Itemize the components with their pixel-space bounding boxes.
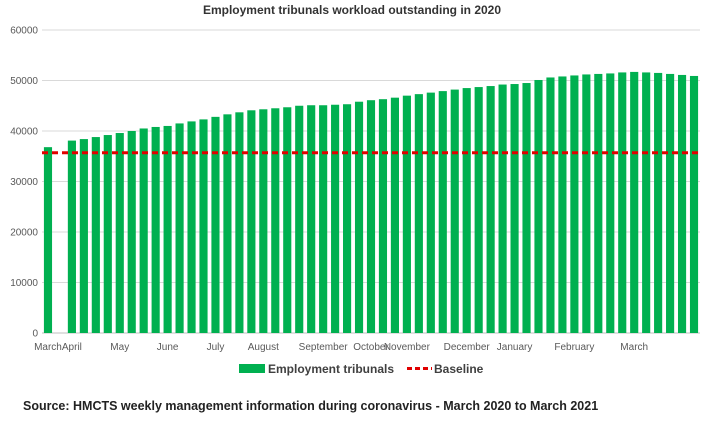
x-tick-label: January: [497, 342, 533, 353]
x-tick-label: February: [554, 342, 594, 353]
bar: [139, 128, 148, 333]
source-note: Source: HMCTS weekly management informat…: [23, 399, 599, 413]
bar: [187, 121, 196, 333]
y-tick-label: 10000: [10, 278, 38, 289]
bar: [474, 87, 483, 333]
bar: [354, 101, 364, 334]
x-tick-label: November: [384, 342, 431, 353]
x-tick-label: March: [34, 342, 62, 353]
y-tick-label: 0: [32, 329, 38, 340]
bar: [283, 107, 292, 333]
bar: [594, 73, 603, 333]
bar: [498, 84, 507, 333]
bar: [438, 91, 447, 333]
bar: [414, 94, 423, 333]
bar: [426, 92, 435, 334]
x-tick-label: October: [353, 342, 389, 353]
bar: [163, 125, 172, 333]
x-tick-label: August: [248, 342, 279, 353]
bar: [570, 75, 579, 333]
bar: [103, 135, 112, 333]
y-tick-label: 40000: [10, 127, 38, 138]
bar: [582, 74, 591, 333]
bar: [689, 75, 699, 333]
bar: [666, 73, 675, 333]
legend-label-employment-tribunals: Employment tribunals: [268, 362, 394, 376]
y-axis-tick-labels: 0 10000 20000 30000 40000 50000 60000: [10, 26, 38, 340]
bar: [175, 123, 184, 333]
bar: [295, 105, 304, 333]
bar: [558, 76, 567, 334]
y-tick-label: 20000: [10, 228, 38, 239]
bar: [223, 114, 232, 334]
bar: [510, 84, 519, 333]
bar: [630, 71, 639, 333]
y-tick-label: 60000: [10, 26, 38, 37]
chart-title: Employment tribunals workload outstandin…: [203, 3, 501, 17]
legend-swatch-employment-tribunals: [239, 364, 265, 373]
bar: [654, 72, 663, 334]
bar: [271, 108, 280, 334]
bar: [546, 77, 555, 333]
bar: [390, 97, 399, 333]
bar-series-employment-tribunals: [43, 71, 699, 334]
bar: [67, 140, 76, 333]
bar: [366, 100, 376, 333]
chart: Employment tribunals workload outstandin…: [10, 3, 700, 376]
x-axis-tick-labels: March April May June July August September Octo…: [34, 342, 648, 353]
bar: [450, 89, 459, 333]
bar: [151, 126, 160, 334]
bar: [79, 139, 88, 333]
x-tick-label: March: [620, 342, 648, 353]
bar: [331, 104, 340, 334]
bar: [522, 83, 531, 334]
legend: Employment tribunals Baseline: [239, 362, 484, 376]
x-tick-label: September: [299, 342, 349, 353]
bar: [486, 86, 495, 334]
bar: [127, 131, 136, 333]
bar: [319, 105, 328, 334]
x-tick-label: April: [62, 342, 82, 353]
x-tick-label: May: [110, 342, 129, 353]
y-tick-label: 50000: [10, 76, 38, 87]
bar: [115, 133, 124, 333]
legend-label-baseline: Baseline: [434, 362, 484, 376]
y-tick-label: 30000: [10, 177, 38, 188]
bar: [343, 104, 352, 333]
bar: [534, 79, 543, 334]
bar: [235, 112, 244, 333]
bar: [402, 95, 411, 334]
bar: [378, 99, 388, 333]
bar: [606, 73, 615, 334]
bar: [43, 147, 53, 333]
bar: [307, 105, 316, 334]
bar: [462, 88, 471, 333]
bar: [259, 109, 268, 333]
bar: [642, 72, 651, 334]
bar: [211, 116, 220, 333]
bar: [618, 72, 627, 334]
bar: [91, 137, 100, 333]
bar: [199, 119, 208, 333]
x-tick-label: June: [157, 342, 179, 353]
bar: [247, 110, 256, 333]
x-tick-label: December: [444, 342, 491, 353]
bar: [677, 74, 687, 333]
x-tick-label: July: [207, 342, 225, 353]
